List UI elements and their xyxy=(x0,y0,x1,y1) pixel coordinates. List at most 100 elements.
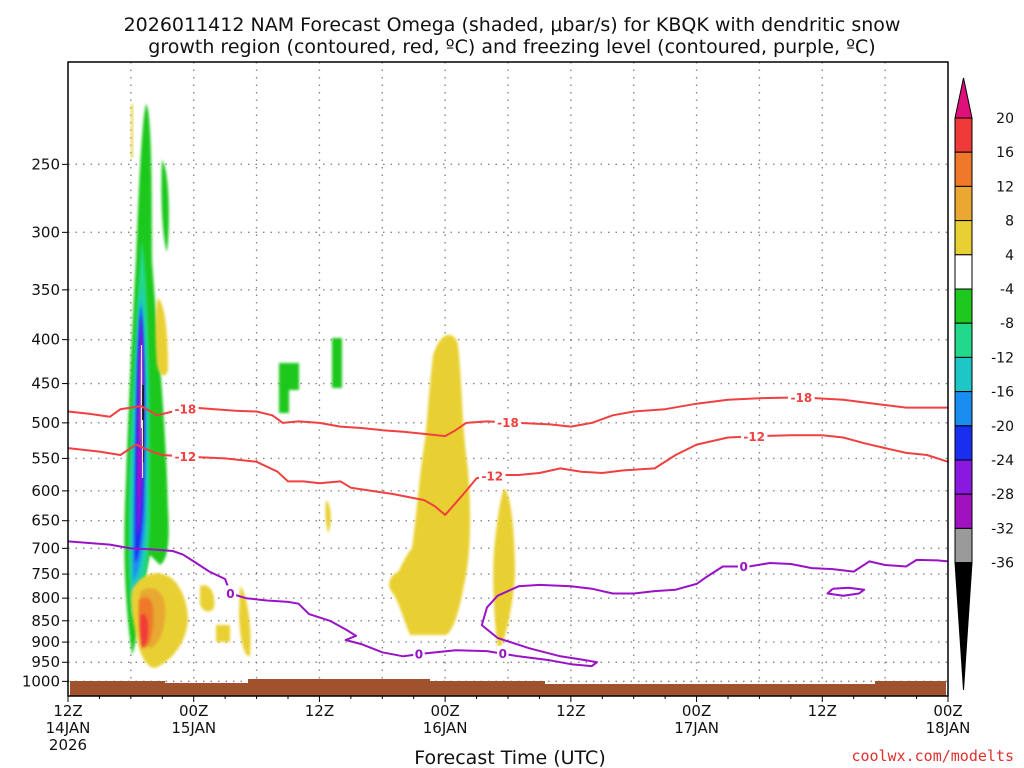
contour-label-bg-dgz-minus12-1 xyxy=(479,467,506,484)
x-tick-label-0-l1: 12Z xyxy=(53,702,82,720)
omega-yellow-thin xyxy=(493,488,515,650)
grid-lines xyxy=(68,62,948,696)
y-tick-label-750: 750 xyxy=(31,565,60,583)
colorbar-top-arrow xyxy=(954,77,973,119)
y-tick-label-250: 250 xyxy=(31,155,60,173)
contour-label-bg-dgz-minus18-1 xyxy=(494,414,522,431)
x-tick-label-5-l2: 17JAN xyxy=(674,719,719,737)
x-tick-label-0-l3: 2026 xyxy=(49,736,87,754)
colorbar-bottom-arrow xyxy=(954,562,973,691)
colorbar-bin-9 xyxy=(954,425,973,461)
colorbar-label-9: -20 xyxy=(991,419,1014,435)
y-tick-label-1000: 1000 xyxy=(22,672,60,690)
omega-yellow-spot-d xyxy=(325,500,331,533)
colorbar-label-10: -24 xyxy=(991,453,1014,469)
colorbar-bin-5 xyxy=(954,288,973,324)
colorbar-label-0: 20 xyxy=(996,111,1014,127)
colorbar-bin-2 xyxy=(954,185,973,222)
omega-green-patch-a xyxy=(279,363,299,413)
colorbar-bin-3 xyxy=(954,220,973,256)
contour-label-bg-dgz-minus18-0 xyxy=(172,401,199,418)
y-tick-label-700: 700 xyxy=(31,539,60,557)
colorbar-bin-0 xyxy=(954,117,973,153)
terrain-band xyxy=(70,679,946,696)
contour-dgz-minus12 xyxy=(67,434,949,516)
contour-label-bg-freezing-level-0-2 xyxy=(497,645,509,662)
x-tick-label-0-l2: 14JAN xyxy=(46,719,91,737)
omega-yellow-spot-c xyxy=(239,586,251,657)
chart-title-line-2: growth region (contoured, red, ºC) and f… xyxy=(148,36,875,58)
y-tick-label-850: 850 xyxy=(31,612,60,630)
pressure-axis: 250 300 350 400 450 500 550 600 650 700 750 800 850 9… xyxy=(22,155,68,690)
x-tick-label-3-l2: 16JAN xyxy=(423,719,468,737)
x-tick-label-7-l1: 00Z xyxy=(933,702,962,720)
y-tick-label-450: 450 xyxy=(31,375,60,393)
colorbar-bin-12 xyxy=(954,527,973,564)
colorbar-label-4: 4 xyxy=(1005,248,1014,264)
y-tick-label-600: 600 xyxy=(31,482,60,500)
contour-label-dgz-minus18-0: -18 xyxy=(174,403,196,417)
colorbar-label-13: -36 xyxy=(991,556,1014,572)
contour-label-bg-freezing-level-0-0 xyxy=(224,585,237,602)
y-tick-label-550: 550 xyxy=(31,449,60,467)
colorbar-bin-10 xyxy=(954,459,973,495)
x-tick-label-5-l1: 00Z xyxy=(682,702,711,720)
omega-yellow-tall xyxy=(389,334,471,635)
omega-shading xyxy=(124,104,515,668)
contour-label-dgz-minus18-1: -18 xyxy=(497,416,519,430)
colorbar: 20 16 12 8 4 -4 -8 -12 -16 -20 -24 -28 -32 -36 xyxy=(954,77,1014,691)
x-tick-label-2-l1: 12Z xyxy=(305,702,334,720)
x-tick-label-1-l1: 00Z xyxy=(179,702,208,720)
colorbar-label-12: -32 xyxy=(991,521,1014,537)
terrain-fill xyxy=(70,679,946,696)
omega-yellow-spot-b xyxy=(216,625,230,642)
x-tick-label-7-l2: 18JAN xyxy=(926,719,971,737)
contour-freezing-level-closed-0 xyxy=(826,586,866,597)
x-tick-label-6-l1: 12Z xyxy=(808,702,837,720)
contour-label-dgz-minus12-2: -12 xyxy=(743,430,765,444)
colorbar-label-3: 8 xyxy=(1005,214,1014,230)
colorbar-label-2: 12 xyxy=(996,179,1014,195)
colorbar-bin-8 xyxy=(954,391,973,427)
omega-yellow-spot-a xyxy=(200,585,215,612)
omega-green-upper-lobe xyxy=(161,160,169,252)
colorbar-bin-6 xyxy=(954,322,973,358)
chart-title-line-1: 2026011412 NAM Forecast Omega (shaded, μ… xyxy=(124,14,901,36)
colorbar-label-8: -16 xyxy=(991,385,1014,401)
colorbar-label-6: -8 xyxy=(1000,316,1014,332)
omega-yellow-upper-col xyxy=(155,298,168,376)
y-tick-label-650: 650 xyxy=(31,512,60,530)
colorbar-label-1: 16 xyxy=(996,145,1014,161)
y-tick-label-350: 350 xyxy=(31,281,60,299)
x-tick-label-3-l1: 00Z xyxy=(430,702,459,720)
contour-label-bg-dgz-minus18-2 xyxy=(788,389,815,406)
contour-label-freezing-level-0-0: 0 xyxy=(226,587,234,601)
y-tick-label-800: 800 xyxy=(31,589,60,607)
contour-label-freezing-level-0-1: 0 xyxy=(415,648,423,662)
omega-green-patch-b xyxy=(332,338,342,388)
colorbar-label-7: -12 xyxy=(991,350,1014,366)
colorbar-label-11: -28 xyxy=(991,487,1014,503)
credit-text: coolwx.com/modelts xyxy=(851,747,1014,765)
y-tick-label-500: 500 xyxy=(31,414,60,432)
x-tick-label-4-l1: 12Z xyxy=(556,702,585,720)
omega-yellow-thin-top xyxy=(131,104,133,158)
contour-lines: -18 -18 -18 -12 -12 -12 0 0 0 0 xyxy=(67,389,949,668)
contour-label-bg-dgz-minus12-0 xyxy=(172,448,199,465)
colorbar-bin-7 xyxy=(954,356,973,393)
y-tick-label-300: 300 xyxy=(31,223,60,241)
x-axis-label: Forecast Time (UTC) xyxy=(414,747,605,768)
contour-label-dgz-minus12-1: -12 xyxy=(481,469,503,483)
y-tick-label-950: 950 xyxy=(31,653,60,671)
contour-label-dgz-minus12-0: -12 xyxy=(174,450,196,464)
contour-label-freezing-level-0-3: 0 xyxy=(740,560,748,574)
contour-label-freezing-level-0-2: 0 xyxy=(499,647,507,661)
colorbar-label-5: -4 xyxy=(1000,282,1014,298)
colorbar-bin-11 xyxy=(954,493,973,529)
colorbar-bin-1 xyxy=(954,151,973,187)
y-tick-label-900: 900 xyxy=(31,633,60,651)
contour-label-bg-dgz-minus12-2 xyxy=(740,428,768,445)
x-tick-label-1-l2: 15JAN xyxy=(171,719,216,737)
